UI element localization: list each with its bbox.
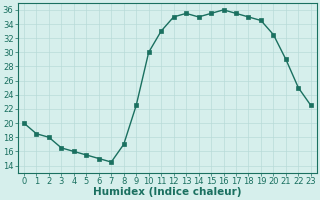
X-axis label: Humidex (Indice chaleur): Humidex (Indice chaleur) (93, 187, 242, 197)
